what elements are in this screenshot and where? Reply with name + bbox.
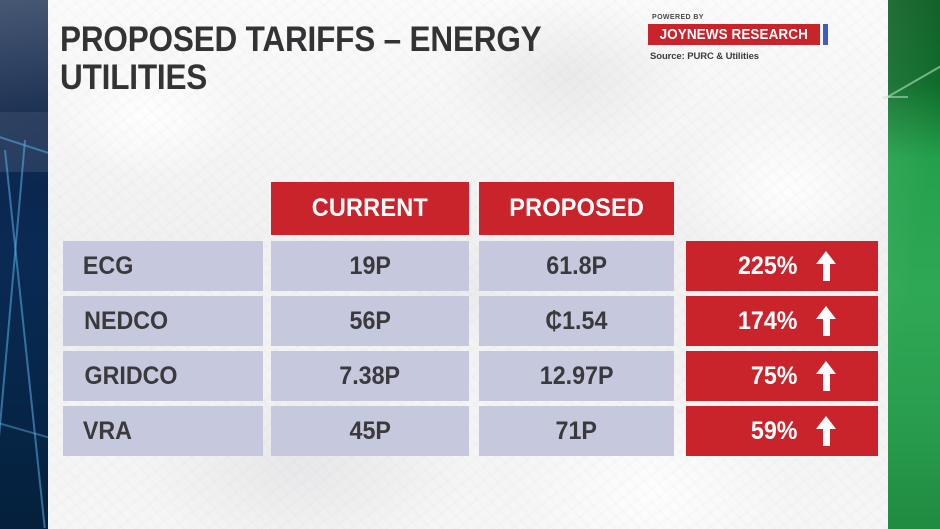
change-percent-text: 174% [738, 306, 798, 335]
current-tariff-text: 56P [349, 306, 391, 335]
arrow-up-icon [816, 361, 836, 391]
cell-current-tariff: 7.38P [271, 351, 469, 401]
proposed-tariff-text: 61.8P [546, 251, 607, 280]
arrow-up-icon [816, 306, 836, 336]
header-current-label: CURRENT [311, 194, 429, 222]
table-row: NEDCO 56P ₵1.54 174% [63, 296, 878, 346]
utility-name-text: GRIDCO [84, 361, 178, 390]
proposed-tariff-text: 71P [555, 416, 598, 445]
tariffs-table: CURRENT PROPOSED ECG 19P 61. [63, 182, 878, 461]
column-gap [674, 241, 686, 291]
powered-by-label: POWERED BY [652, 14, 704, 21]
current-tariff-text: 19P [349, 251, 391, 280]
brand-block: POWERED BY JOYNEWS RESEARCH Source: PURC… [648, 14, 828, 62]
column-gap [469, 241, 479, 291]
header-cell-proposed: PROPOSED [479, 182, 674, 235]
cell-utility-name: ECG [63, 241, 263, 291]
change-badge: 225% [686, 241, 878, 291]
cell-utility-name: GRIDCO [63, 351, 263, 401]
edge-line-diagonal-b [0, 139, 26, 529]
cell-proposed-tariff: 61.8P [479, 241, 674, 291]
column-gap [469, 296, 479, 346]
right-decorative-edge [882, 0, 940, 529]
arrow-up-icon [816, 416, 836, 446]
change-percent-text: 75% [750, 361, 798, 390]
edge-notch-horizontal [882, 96, 908, 98]
utility-name-text: ECG [82, 251, 134, 280]
column-gap [674, 351, 686, 401]
change-percent-text: 225% [738, 251, 798, 280]
table-row: VRA 45P 71P 59% [63, 406, 878, 456]
edge-line-diagonal-a [4, 149, 46, 529]
utility-name-text: VRA [82, 416, 132, 445]
cell-proposed-tariff: ₵1.54 [479, 296, 674, 346]
current-tariff-text: 45P [349, 416, 391, 445]
proposed-tariff-text: 12.97P [539, 361, 614, 390]
column-gap [469, 182, 479, 235]
table-row: ECG 19P 61.8P 225% [63, 241, 878, 291]
change-percent-text: 59% [750, 416, 798, 445]
brand-bar: JOYNEWS RESEARCH [648, 24, 828, 45]
cell-current-tariff: 56P [271, 296, 469, 346]
current-tariff-text: 7.38P [339, 361, 401, 390]
page-title: PROPOSED TARIFFS – ENERGY UTILITIES [60, 20, 542, 97]
left-decorative-edge [0, 0, 58, 529]
column-gap [263, 182, 271, 235]
cell-current-tariff: 45P [271, 406, 469, 456]
cell-utility-name: NEDCO [63, 296, 263, 346]
edge-gloss [888, 0, 940, 529]
brand-name-label: JOYNEWS RESEARCH [659, 26, 809, 43]
column-gap [263, 296, 271, 346]
cell-current-tariff: 19P [271, 241, 469, 291]
arrow-up-icon [816, 251, 836, 281]
header-cell-change-blank [686, 182, 878, 235]
edge-sheen [0, 0, 48, 112]
change-badge: 59% [686, 406, 878, 456]
change-badge: 75% [686, 351, 878, 401]
source-label: Source: PURC & Utilities [650, 51, 759, 62]
brand-accent-bar [823, 24, 828, 45]
utility-name-text: NEDCO [84, 306, 169, 335]
content-card: PROPOSED TARIFFS – ENERGY UTILITIES POWE… [48, 0, 888, 529]
column-gap [263, 351, 271, 401]
brand-name-bar: JOYNEWS RESEARCH [648, 24, 820, 45]
column-gap [469, 406, 479, 456]
column-gap [469, 351, 479, 401]
column-gap [674, 406, 686, 456]
header-cell-current: CURRENT [271, 182, 469, 235]
change-badge: 174% [686, 296, 878, 346]
column-gap [674, 296, 686, 346]
cell-utility-name: VRA [63, 406, 263, 456]
table-row: GRIDCO 7.38P 12.97P 75% [63, 351, 878, 401]
column-gap [263, 406, 271, 456]
column-gap [263, 241, 271, 291]
cell-proposed-tariff: 12.97P [479, 351, 674, 401]
cell-proposed-tariff: 71P [479, 406, 674, 456]
table-header-row: CURRENT PROPOSED [63, 182, 878, 235]
proposed-tariff-text: ₵1.54 [545, 306, 608, 335]
header-proposed-label: PROPOSED [509, 194, 644, 222]
header-cell-blank [63, 182, 263, 235]
column-gap [674, 182, 686, 235]
